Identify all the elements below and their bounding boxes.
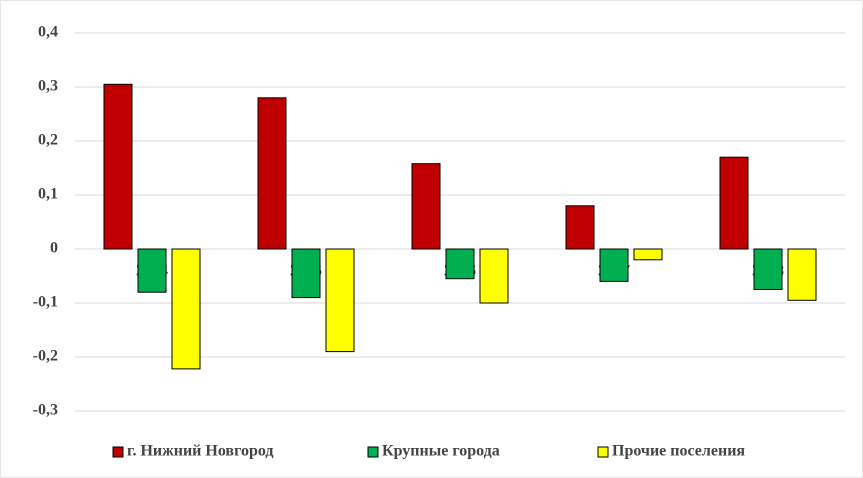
bar [565, 205, 595, 250]
bar [325, 248, 355, 353]
bar [171, 248, 201, 370]
y-tick-label: -0,3 [33, 402, 58, 419]
bar [257, 97, 287, 250]
y-tick-label: 0 [50, 240, 58, 257]
bar [291, 248, 321, 299]
legend-label: Прочие поселения [612, 443, 745, 460]
bar [137, 248, 167, 293]
y-tick-label: 0,4 [38, 24, 58, 41]
bar [599, 248, 629, 282]
y-tick-label: -0,2 [33, 348, 58, 365]
bar [787, 248, 817, 301]
bar [411, 163, 441, 250]
legend-label: г. Нижний Новгород [127, 443, 273, 460]
y-tick-label: 0,2 [38, 132, 58, 149]
y-tick-label: -0,1 [33, 294, 58, 311]
bar [103, 83, 133, 250]
legend-swatch [112, 446, 124, 458]
y-tick-label: 0,1 [38, 186, 58, 203]
bar [753, 248, 783, 290]
legend-swatch [597, 446, 609, 458]
bar [633, 248, 663, 261]
legend-swatch [367, 446, 379, 458]
bar [719, 156, 749, 250]
bar [479, 248, 509, 304]
bar [445, 248, 475, 280]
y-tick-label: 0,3 [38, 78, 58, 95]
legend-label: Крупные города [382, 443, 500, 460]
